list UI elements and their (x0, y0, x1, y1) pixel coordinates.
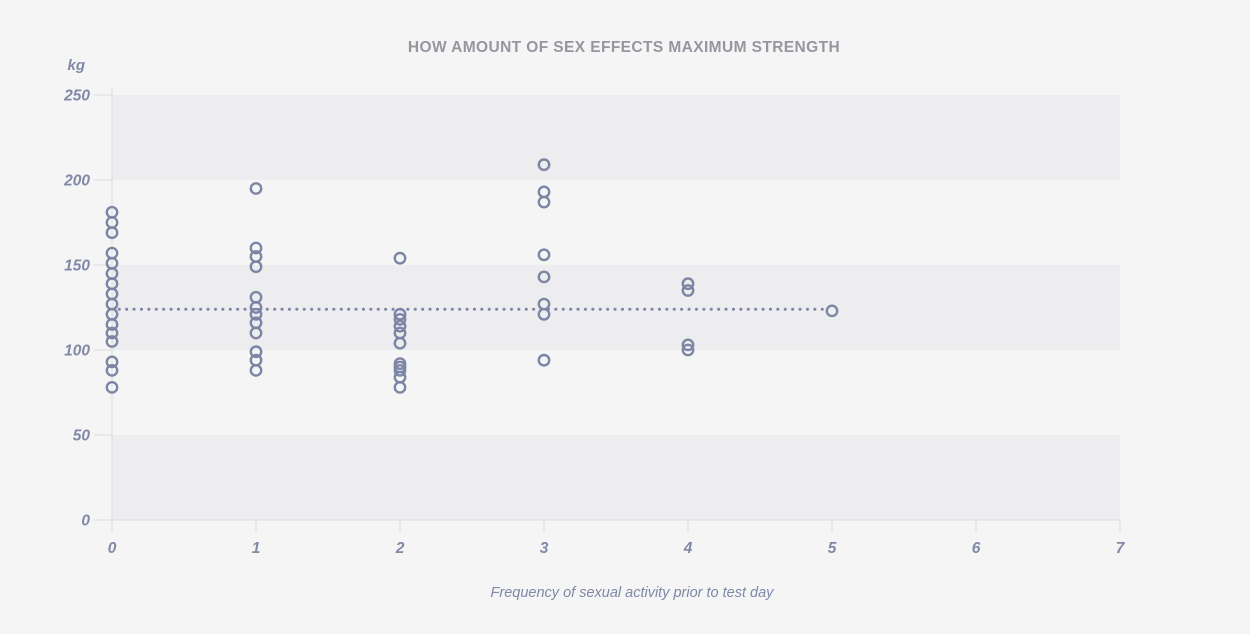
data-point (393, 312, 407, 326)
x-tick-labels: 0 1 2 3 4 5 6 7 (108, 540, 1126, 557)
data-point (393, 336, 407, 350)
y-tick-labels: 0 50 100 150 200 250 (63, 88, 90, 530)
plot-bands (112, 95, 1120, 520)
data-point (105, 335, 119, 348)
x-tick-label: 0 (108, 540, 117, 557)
data-point (537, 158, 551, 172)
x-tick-label: 1 (252, 540, 261, 557)
data-point (105, 318, 119, 331)
data-point (825, 304, 839, 318)
data-point (393, 251, 407, 265)
data-point (393, 307, 407, 321)
x-tick-label: 5 (828, 540, 837, 557)
data-point (105, 226, 119, 240)
data-point (537, 307, 551, 321)
x-tick-label: 2 (395, 540, 405, 557)
y-tick-label: 200 (63, 173, 90, 190)
data-point (393, 319, 407, 333)
y-tick-label: 150 (64, 258, 90, 275)
plot-band (112, 95, 1120, 180)
axis-lines (94, 87, 1121, 532)
data-point (249, 182, 263, 195)
data-point (249, 326, 263, 340)
x-axis-title: Frequency of sexual activity prior to te… (491, 585, 775, 601)
data-point (681, 277, 695, 291)
data-point (105, 380, 119, 394)
data-point (105, 326, 119, 340)
y-tick-label: 250 (63, 88, 90, 105)
data-point (681, 338, 695, 352)
data-point (537, 353, 551, 367)
y-tick-label: 50 (73, 428, 91, 445)
data-point (537, 248, 551, 262)
data-point (249, 345, 263, 359)
data-point (105, 363, 119, 377)
chart-title: HOW AMOUNT OF SEX EFFECTS MAXIMUM STRENG… (408, 39, 840, 56)
x-tick-label: 4 (683, 540, 693, 557)
data-points-group (105, 158, 839, 394)
data-point (249, 307, 263, 321)
y-tick-label: 0 (81, 513, 90, 530)
x-tick-label: 6 (972, 540, 981, 557)
data-point (249, 301, 263, 314)
data-point (681, 343, 695, 357)
y-tick-label: 100 (64, 343, 90, 360)
plot-band (112, 265, 1120, 350)
data-point (393, 380, 407, 394)
data-point (393, 363, 407, 377)
data-point (249, 363, 263, 377)
data-point (537, 195, 551, 209)
data-point (249, 260, 263, 274)
x-tick-label: 7 (1116, 540, 1126, 557)
x-tick-label: 3 (540, 540, 549, 557)
y-axis-unit-label: kg (67, 57, 85, 74)
data-point (249, 241, 263, 255)
plot-band (112, 435, 1120, 520)
data-point (681, 284, 695, 297)
data-point (537, 185, 551, 199)
data-point (105, 355, 119, 369)
data-point (393, 370, 407, 384)
data-point (537, 270, 551, 284)
